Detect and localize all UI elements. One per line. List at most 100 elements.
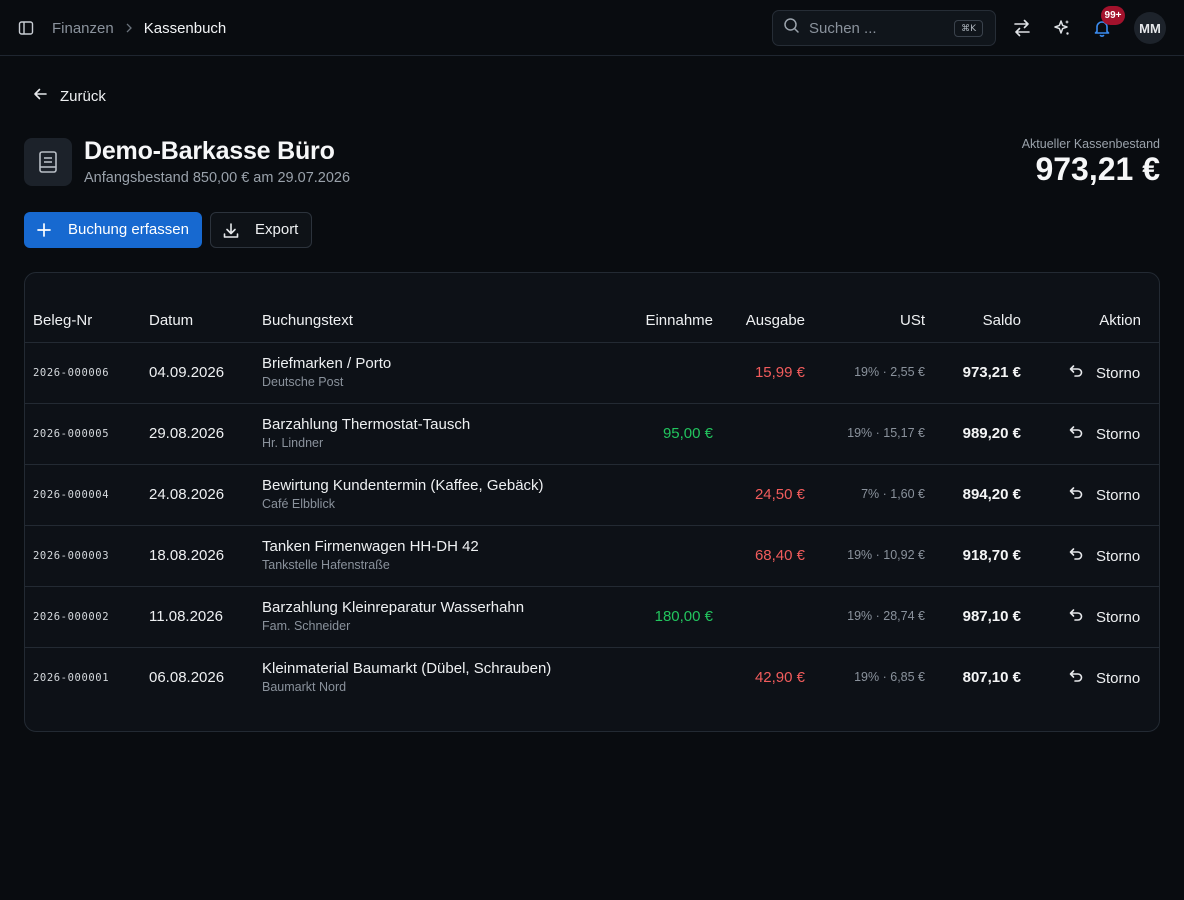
entry-counterparty: Deutsche Post [262, 375, 344, 389]
page-subtitle: Anfangsbestand 850,00 € am 29.07.2026 [84, 170, 351, 186]
export-button[interactable]: Export [210, 212, 312, 248]
storno-button[interactable]: Storno [1068, 667, 1140, 689]
chevron-right-icon [124, 23, 134, 33]
table-row[interactable]: 2026-000003 18.08.2026 Tanken Firmenwagen … [25, 526, 1159, 587]
download-icon [222, 222, 240, 245]
expense-amount: 24,50 € [754, 486, 805, 503]
undo-icon [1068, 363, 1084, 384]
storno-label: Storno [1096, 364, 1141, 382]
beleg-number: 2026-000001 [33, 672, 110, 684]
undo-icon [1068, 607, 1084, 628]
storno-label: Storno [1096, 425, 1141, 443]
table-header: Beleg-Nr Datum Buchungstext Einnahme Aus… [25, 303, 1159, 343]
header-datum[interactable]: Datum [149, 312, 194, 329]
entry-counterparty: Hr. Lindner [262, 436, 324, 450]
sidebar-toggle-icon[interactable] [16, 18, 36, 38]
arrow-left-icon [32, 86, 48, 107]
page-title: Demo-Barkasse Büro [84, 137, 335, 165]
vat-amount: 7% · 1,60 € [861, 487, 925, 501]
entry-date: 11.08.2026 [149, 608, 223, 625]
transfer-icon[interactable] [1010, 16, 1034, 40]
plus-icon [36, 222, 52, 243]
add-entry-button[interactable]: Buchung erfassen [24, 212, 202, 248]
vat-amount: 19% · 15,17 € [847, 426, 925, 440]
storno-label: Storno [1096, 486, 1141, 504]
entry-counterparty: Fam. Schneider [262, 619, 351, 633]
entry-text: Briefmarken / Porto [262, 355, 392, 372]
balance-label: Aktueller Kassenbestand [1021, 137, 1160, 151]
header-ausgabe[interactable]: Ausgabe [745, 312, 805, 329]
search-icon [783, 17, 800, 39]
breadcrumb-current: Kassenbuch [143, 19, 227, 37]
export-label: Export [255, 221, 299, 238]
search-input[interactable]: Suchen ... ⌘K [772, 10, 996, 46]
cashbook-table: Beleg-Nr Datum Buchungstext Einnahme Aus… [24, 272, 1160, 732]
table-row[interactable]: 2026-000004 24.08.2026 Bewirtung Kundenter… [25, 465, 1159, 526]
header-einnahme[interactable]: Einnahme [645, 312, 713, 329]
expense-amount: 15,99 € [754, 364, 805, 381]
back-link[interactable]: Zurück [32, 86, 106, 106]
book-icon [24, 138, 72, 186]
back-label: Zurück [60, 87, 106, 105]
search-shortcut: ⌘K [954, 20, 983, 37]
income-amount: 95,00 € [662, 425, 713, 442]
storno-button[interactable]: Storno [1068, 362, 1140, 384]
vat-amount: 19% · 28,74 € [847, 609, 925, 623]
running-balance: 989,20 € [962, 425, 1021, 442]
entry-date: 18.08.2026 [149, 547, 225, 564]
beleg-number: 2026-000005 [33, 428, 110, 440]
expense-amount: 68,40 € [754, 547, 805, 564]
header-saldo[interactable]: Saldo [982, 312, 1021, 329]
storno-button[interactable]: Storno [1068, 423, 1140, 445]
entry-text: Kleinmaterial Baumarkt (Dübel, Schrauben… [262, 660, 552, 677]
storno-button[interactable]: Storno [1068, 484, 1140, 506]
beleg-number: 2026-000003 [33, 550, 110, 562]
header-ust[interactable]: USt [899, 312, 925, 329]
entry-counterparty: Tankstelle Hafenstraße [262, 558, 390, 572]
undo-icon [1068, 546, 1084, 567]
header-beleg[interactable]: Beleg-Nr [33, 312, 93, 329]
running-balance: 973,21 € [962, 364, 1021, 381]
table-row[interactable]: 2026-000001 06.08.2026 Kleinmaterial Bauma… [25, 648, 1159, 709]
entry-counterparty: Baumarkt Nord [262, 680, 347, 694]
breadcrumb: Finanzen Kassenbuch [52, 18, 226, 38]
top-bar: Finanzen Kassenbuch Suchen ... ⌘K 99+ MM [0, 0, 1184, 56]
vat-amount: 19% · 6,85 € [854, 670, 925, 684]
header-text[interactable]: Buchungstext [262, 312, 353, 329]
storno-label: Storno [1096, 547, 1141, 565]
avatar[interactable]: MM [1134, 12, 1166, 44]
running-balance: 918,70 € [962, 547, 1021, 564]
income-amount: 180,00 € [654, 608, 713, 625]
vat-amount: 19% · 2,55 € [854, 365, 925, 379]
entry-text: Tanken Firmenwagen HH-DH 42 [262, 538, 479, 555]
notification-badge: 99+ [1101, 6, 1125, 25]
add-entry-label: Buchung erfassen [68, 221, 189, 238]
entry-date: 24.08.2026 [149, 486, 225, 503]
table-row[interactable]: 2026-000005 29.08.2026 Barzahlung Thermost… [25, 404, 1159, 465]
beleg-number: 2026-000006 [33, 367, 110, 379]
undo-icon [1068, 485, 1084, 506]
undo-icon [1068, 424, 1084, 445]
sparkles-icon[interactable] [1050, 16, 1074, 40]
expense-amount: 42,90 € [754, 669, 805, 686]
entry-counterparty: Café Elbblick [262, 497, 335, 511]
table-row[interactable]: 2026-000006 04.09.2026 Briefmarken / Porto… [25, 343, 1159, 404]
header-aktion: Aktion [1099, 312, 1141, 329]
entry-date: 29.08.2026 [149, 425, 225, 442]
balance-value: 973,21 € [1035, 151, 1160, 187]
entry-text: Barzahlung Kleinreparatur Wasserhahn [262, 599, 525, 616]
undo-icon [1068, 668, 1084, 689]
entry-date: 06.08.2026 [149, 669, 225, 686]
storno-label: Storno [1096, 608, 1141, 626]
search-placeholder: Suchen ... [809, 19, 877, 37]
breadcrumb-parent[interactable]: Finanzen [52, 19, 114, 37]
beleg-number: 2026-000002 [33, 611, 110, 623]
running-balance: 987,10 € [962, 608, 1021, 625]
beleg-number: 2026-000004 [33, 489, 110, 501]
vat-amount: 19% · 10,92 € [847, 548, 925, 562]
storno-button[interactable]: Storno [1068, 606, 1140, 628]
storno-button[interactable]: Storno [1068, 545, 1140, 567]
entry-text: Barzahlung Thermostat-Tausch [262, 416, 471, 433]
table-row[interactable]: 2026-000002 11.08.2026 Barzahlung Kleinrep… [25, 587, 1159, 648]
running-balance: 894,20 € [962, 486, 1021, 503]
